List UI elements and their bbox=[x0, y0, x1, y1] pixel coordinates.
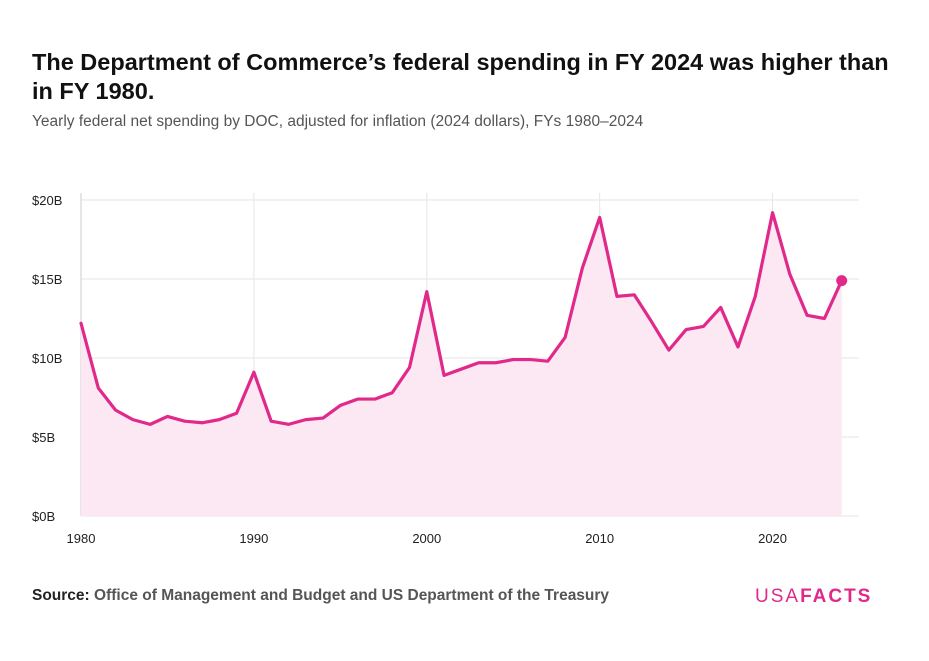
data-point bbox=[356, 397, 360, 401]
last-data-point bbox=[836, 275, 848, 287]
data-point bbox=[79, 321, 83, 325]
data-point bbox=[771, 211, 775, 215]
logo-facts: FACTS bbox=[800, 586, 873, 607]
y-tick-label: $15B bbox=[32, 272, 62, 287]
area-fill-layer bbox=[81, 212, 842, 516]
data-point bbox=[131, 418, 135, 422]
data-point bbox=[114, 408, 118, 412]
data-point bbox=[719, 305, 723, 309]
data-point bbox=[321, 416, 325, 420]
series-area bbox=[81, 212, 842, 516]
x-tick-label: 1980 bbox=[67, 531, 96, 546]
data-point bbox=[373, 397, 377, 401]
data-point bbox=[183, 419, 187, 423]
series-line bbox=[79, 211, 844, 426]
data-point bbox=[338, 403, 342, 407]
data-point bbox=[684, 328, 688, 332]
data-point bbox=[580, 266, 584, 270]
x-tick-label: 1990 bbox=[239, 531, 268, 546]
data-point bbox=[407, 365, 411, 369]
chart-title: The Department of Commerce’s federal spe… bbox=[32, 49, 889, 104]
data-point bbox=[442, 373, 446, 377]
data-point bbox=[235, 411, 239, 415]
data-point bbox=[494, 361, 498, 365]
data-point bbox=[736, 345, 740, 349]
data-point bbox=[425, 290, 429, 294]
data-point bbox=[805, 313, 809, 317]
data-point bbox=[822, 317, 826, 321]
usafacts-logo: USAFACTS bbox=[755, 586, 872, 608]
chart-subtitle: Yearly federal net spending by DOC, adju… bbox=[32, 113, 644, 130]
data-point bbox=[252, 370, 256, 374]
data-point bbox=[390, 391, 394, 395]
data-point bbox=[546, 359, 550, 363]
data-point bbox=[511, 358, 515, 362]
source-text: Office of Management and Budget and US D… bbox=[94, 587, 610, 604]
data-point bbox=[96, 386, 100, 390]
source-note: Source: Office of Management and Budget … bbox=[32, 587, 609, 605]
data-point bbox=[650, 320, 654, 324]
x-tick-label: 2010 bbox=[585, 531, 614, 546]
data-point bbox=[477, 361, 481, 365]
data-point bbox=[788, 272, 792, 276]
data-point bbox=[667, 348, 671, 352]
series-line-layer bbox=[79, 211, 844, 426]
data-point-layer bbox=[79, 211, 848, 426]
x-tick-label: 2000 bbox=[412, 531, 441, 546]
x-tick-label: 2020 bbox=[758, 531, 787, 546]
data-point bbox=[304, 418, 308, 422]
y-tick-label: $10B bbox=[32, 351, 62, 366]
data-point bbox=[615, 294, 619, 298]
source-label: Source: bbox=[32, 587, 90, 604]
data-point bbox=[598, 215, 602, 219]
data-point bbox=[753, 294, 757, 298]
data-point bbox=[529, 358, 533, 362]
y-tick-label: $5B bbox=[32, 430, 55, 445]
data-point bbox=[165, 414, 169, 418]
data-point bbox=[632, 293, 636, 297]
y-tick-label: $20B bbox=[32, 193, 62, 208]
data-point bbox=[701, 324, 705, 328]
data-point bbox=[217, 418, 221, 422]
logo-usa: USA bbox=[755, 586, 801, 607]
data-point bbox=[269, 419, 273, 423]
axis-labels: $0B $5B $10B $15B $20B 1980 1990 2000 2010 2020 bbox=[32, 193, 787, 546]
data-point bbox=[459, 367, 463, 371]
data-point bbox=[286, 422, 290, 426]
data-point bbox=[563, 335, 567, 339]
data-point bbox=[200, 421, 204, 425]
y-tick-label: $0B bbox=[32, 509, 55, 524]
data-point bbox=[148, 422, 152, 426]
